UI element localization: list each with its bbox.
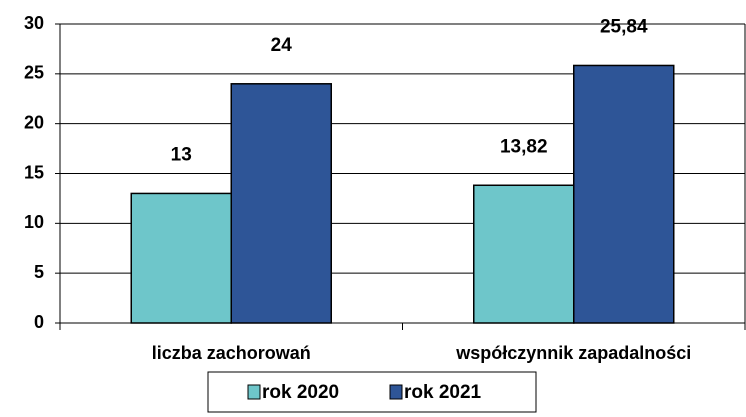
x-tick-label: liczba zachorowań [152, 343, 311, 363]
legend-label: rok 2021 [404, 382, 482, 403]
bar [130, 192, 232, 324]
legend-swatch [389, 384, 403, 400]
data-label: 25,84 [600, 16, 648, 37]
y-tick-label: 0 [34, 312, 44, 332]
y-tick-label: 30 [24, 13, 44, 33]
data-label: 13 [171, 144, 192, 165]
y-tick-label: 20 [24, 112, 44, 132]
y-tick-label: 5 [34, 262, 44, 282]
bar [230, 83, 332, 324]
y-tick-label: 15 [24, 162, 44, 182]
bar [573, 64, 675, 324]
bar [473, 184, 575, 324]
y-tick-label: 10 [24, 212, 44, 232]
data-label: 13,82 [500, 136, 548, 157]
y-tick-label: 25 [24, 63, 44, 83]
legend-swatch [247, 384, 261, 400]
legend-box [207, 371, 537, 413]
legend-label: rok 2020 [262, 382, 339, 403]
data-label: 24 [271, 35, 293, 56]
x-tick-label: współczynnik zapadalności [455, 343, 691, 363]
